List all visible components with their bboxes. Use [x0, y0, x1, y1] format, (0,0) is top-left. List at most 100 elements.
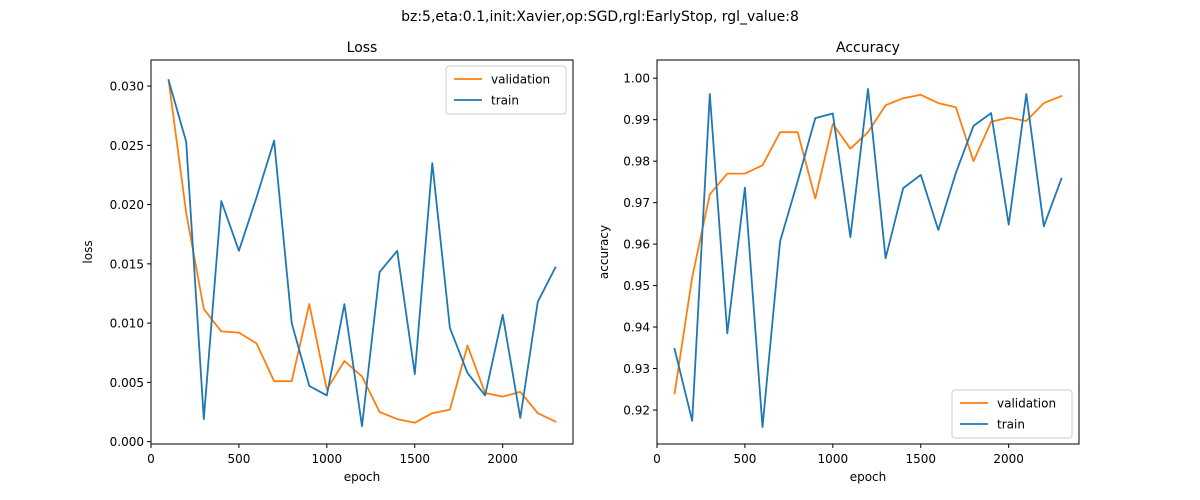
loss-point-train	[185, 141, 187, 143]
accuracy-point-train	[867, 88, 869, 90]
accuracy-point-train	[1025, 93, 1027, 95]
accuracy-ytick-label: 0.94	[623, 321, 650, 335]
accuracy-ytick-label: 0.96	[623, 238, 650, 252]
loss-legend-label-train: train	[491, 94, 519, 108]
accuracy-point-validation	[955, 106, 957, 108]
loss-xtick-label: 1500	[399, 452, 430, 466]
accuracy-legend-label-validation: validation	[997, 397, 1056, 411]
loss-xtick-label: 1000	[312, 452, 343, 466]
accuracy-legend-label-train: train	[997, 418, 1025, 432]
accuracy-point-train	[761, 426, 763, 428]
loss-point-validation	[502, 395, 504, 397]
accuracy-ytick-label: 0.98	[623, 155, 650, 169]
accuracy-ytick-label: 0.95	[623, 279, 650, 293]
loss-ytick-label: 0.010	[110, 317, 144, 331]
accuracy-point-train	[972, 125, 974, 127]
loss-ytick-label: 0.015	[110, 257, 144, 271]
accuracy-point-train	[832, 112, 834, 114]
accuracy-subplot: 0 500 1000 1500 2000 0.92 0.93 0.94 0.95 0.96 0.97…	[597, 40, 1080, 484]
loss-point-validation	[414, 422, 416, 424]
loss-point-validation	[431, 412, 433, 414]
accuracy-point-train	[709, 93, 711, 95]
loss-point-validation	[466, 344, 468, 346]
accuracy-axes-frame	[656, 59, 1080, 445]
loss-chart-title: Loss	[347, 40, 378, 56]
loss-y-axis-label: loss	[81, 240, 95, 263]
accuracy-xtick-label: 1000	[818, 452, 849, 466]
accuracy-xtick-label: 500	[733, 452, 756, 466]
loss-point-train	[414, 373, 416, 375]
loss-point-train	[255, 196, 257, 198]
accuracy-point-validation	[797, 131, 799, 133]
accuracy-series-line-train	[673, 88, 1063, 428]
accuracy-ytick-label: 0.93	[623, 362, 650, 376]
accuracy-xtick-label: 2000	[993, 452, 1024, 466]
loss-point-train	[343, 303, 345, 305]
loss-ytick-label: 0.005	[110, 376, 144, 390]
accuracy-point-train	[797, 180, 799, 182]
loss-point-train	[396, 250, 398, 252]
loss-point-train	[220, 200, 222, 202]
accuracy-point-train	[726, 332, 728, 334]
accuracy-point-validation	[920, 94, 922, 96]
loss-xtick-label: 500	[227, 452, 250, 466]
accuracy-point-validation	[849, 148, 851, 150]
accuracy-point-train	[937, 229, 939, 231]
accuracy-point-train	[1043, 225, 1045, 227]
loss-point-train	[502, 314, 504, 316]
accuracy-point-train	[990, 112, 992, 114]
loss-point-validation	[185, 212, 187, 214]
loss-point-train	[449, 327, 451, 329]
loss-point-validation	[273, 380, 275, 382]
loss-ytick-label: 0.020	[110, 198, 144, 212]
loss-point-train	[326, 394, 328, 396]
loss-point-train	[203, 418, 205, 420]
loss-ytick-label: 0.030	[110, 80, 144, 94]
accuracy-point-train	[920, 174, 922, 176]
loss-point-validation	[220, 330, 222, 332]
accuracy-series-line-validation	[673, 93, 1063, 395]
loss-legend-box	[445, 65, 567, 115]
accuracy-xtick-label: 0	[653, 452, 661, 466]
loss-legend: validation train	[445, 65, 567, 115]
accuracy-point-train	[902, 187, 904, 189]
loss-point-train	[378, 271, 380, 273]
accuracy-y-axis-label: accuracy	[597, 225, 611, 279]
loss-point-train	[361, 425, 363, 427]
loss-point-validation	[361, 375, 363, 377]
loss-point-train	[167, 79, 169, 81]
accuracy-point-train	[814, 117, 816, 119]
accuracy-point-validation	[744, 172, 746, 174]
loss-point-validation	[449, 408, 451, 410]
accuracy-point-train	[691, 420, 693, 422]
accuracy-legend-box	[951, 389, 1073, 439]
accuracy-point-train	[1060, 177, 1062, 179]
loss-point-train	[273, 139, 275, 141]
accuracy-point-train	[779, 240, 781, 242]
loss-point-validation	[554, 420, 556, 422]
loss-point-train	[238, 250, 240, 252]
loss-series-line-validation	[167, 79, 557, 424]
loss-point-validation	[378, 411, 380, 413]
accuracy-point-validation	[1008, 116, 1010, 118]
loss-xtick-label: 2000	[487, 452, 518, 466]
accuracy-point-train	[673, 348, 675, 350]
accuracy-ytick-label: 0.92	[623, 403, 650, 417]
loss-ytick-label: 0.000	[110, 435, 144, 449]
accuracy-point-train	[884, 257, 886, 259]
accuracy-point-validation	[779, 131, 781, 133]
accuracy-legend: validation train	[951, 389, 1073, 439]
loss-point-train	[291, 322, 293, 324]
loss-axes-frame	[150, 59, 574, 445]
accuracy-ytick-label: 1.00	[623, 72, 650, 86]
loss-point-validation	[343, 360, 345, 362]
accuracy-point-validation	[972, 160, 974, 162]
loss-point-validation	[519, 391, 521, 393]
accuracy-point-train	[744, 187, 746, 189]
loss-point-train	[308, 385, 310, 387]
accuracy-point-validation	[884, 104, 886, 106]
loss-series-line-train	[167, 78, 557, 428]
accuracy-point-train	[955, 172, 957, 174]
loss-point-train	[466, 372, 468, 374]
